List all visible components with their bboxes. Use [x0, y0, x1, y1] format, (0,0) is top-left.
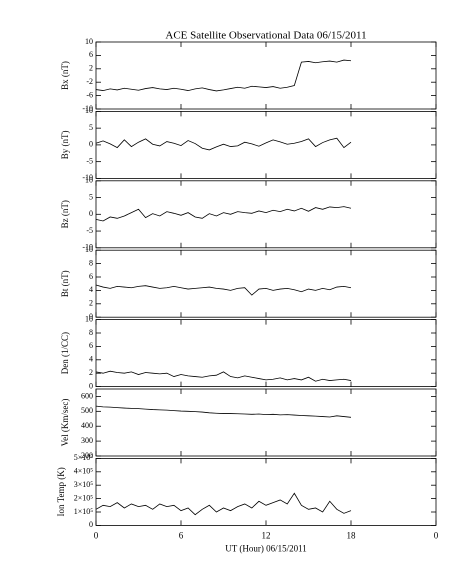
chart-title: ACE Satellite Observational Data 06/15/2…: [165, 30, 366, 42]
x-tick-label: 18: [347, 530, 357, 540]
y-axis-label: Bt (nT): [60, 270, 70, 297]
data-line: [95, 137, 352, 151]
panel-frame: [95, 249, 437, 318]
y-tick-label: 5: [89, 123, 93, 132]
panel-frame: [95, 457, 437, 526]
y-tick-label: 0: [89, 312, 93, 321]
x-tick-label: 0: [94, 530, 99, 540]
x-tick-label: 0: [434, 530, 439, 540]
y-tick-label: 6: [89, 50, 93, 59]
y-tick-label: 3×10⁵: [74, 480, 94, 489]
y-tick-label: 0: [89, 520, 93, 529]
y-tick-label: 5: [89, 192, 93, 201]
panel-frame: [95, 111, 437, 179]
y-tick-label: 0: [89, 209, 93, 218]
data-line: [95, 370, 352, 382]
y-tick-label: 6: [89, 341, 93, 350]
y-tick-label: -10: [82, 104, 93, 113]
y-axis-label: Den (1/CC): [60, 332, 70, 374]
y-tick-label: 4: [89, 285, 93, 294]
data-line: [95, 405, 352, 418]
data-line: [95, 492, 352, 516]
y-tick-label: 200: [81, 451, 93, 460]
y-tick-label: -6: [86, 90, 93, 99]
data-line: [95, 284, 352, 296]
y-tick-label: 500: [81, 406, 93, 415]
y-tick-label: -5: [86, 226, 93, 235]
y-axis-label: Vel (Km/sec): [60, 399, 70, 447]
y-axis-label: Bx (nT): [60, 61, 70, 90]
y-tick-label: 4×10⁵: [74, 467, 94, 476]
x-axis-label: UT (Hour) 06/15/2011: [225, 543, 307, 553]
panel-frame: [95, 41, 437, 110]
y-tick-label: 4: [89, 355, 93, 364]
y-tick-label: 6: [89, 272, 93, 281]
y-tick-label: 0: [89, 140, 93, 149]
y-tick-label: 5×10⁵: [74, 453, 94, 462]
y-tick-label: 2: [89, 299, 93, 308]
y-tick-label: 10: [85, 245, 93, 254]
y-tick-label: 10: [85, 37, 93, 46]
x-tick-label: 12: [262, 530, 271, 540]
y-tick-label: 0: [89, 381, 93, 390]
y-axis-label: Bz (nT): [60, 200, 70, 228]
y-tick-label: 2: [89, 368, 93, 377]
y-tick-label: 8: [89, 258, 93, 267]
y-tick-label: -2: [86, 77, 93, 86]
y-tick-label: 10: [85, 314, 93, 323]
y-tick-label: 10: [85, 106, 93, 115]
y-tick-label: 300: [81, 436, 93, 445]
y-tick-label: 400: [81, 421, 93, 430]
y-tick-label: -5: [86, 156, 93, 165]
y-axis-label: Ion Temp (K): [56, 467, 66, 516]
y-tick-label: 2: [89, 64, 93, 73]
y-tick-label: -10: [82, 243, 93, 252]
y-axis-label: By (nT): [60, 131, 70, 160]
y-tick-label: 600: [81, 391, 93, 400]
y-tick-label: 2×10⁵: [74, 493, 94, 502]
y-tick-label: 8: [89, 328, 93, 337]
y-tick-label: 10: [85, 176, 93, 185]
data-line: [95, 206, 352, 222]
data-line: [95, 59, 352, 92]
panel-frame: [95, 180, 437, 249]
y-tick-label: 1×10⁵: [74, 507, 94, 516]
panel-frame: [95, 319, 437, 388]
panel-frame: [95, 388, 437, 457]
x-tick-label: 6: [179, 530, 184, 540]
y-tick-label: -10: [82, 173, 93, 182]
